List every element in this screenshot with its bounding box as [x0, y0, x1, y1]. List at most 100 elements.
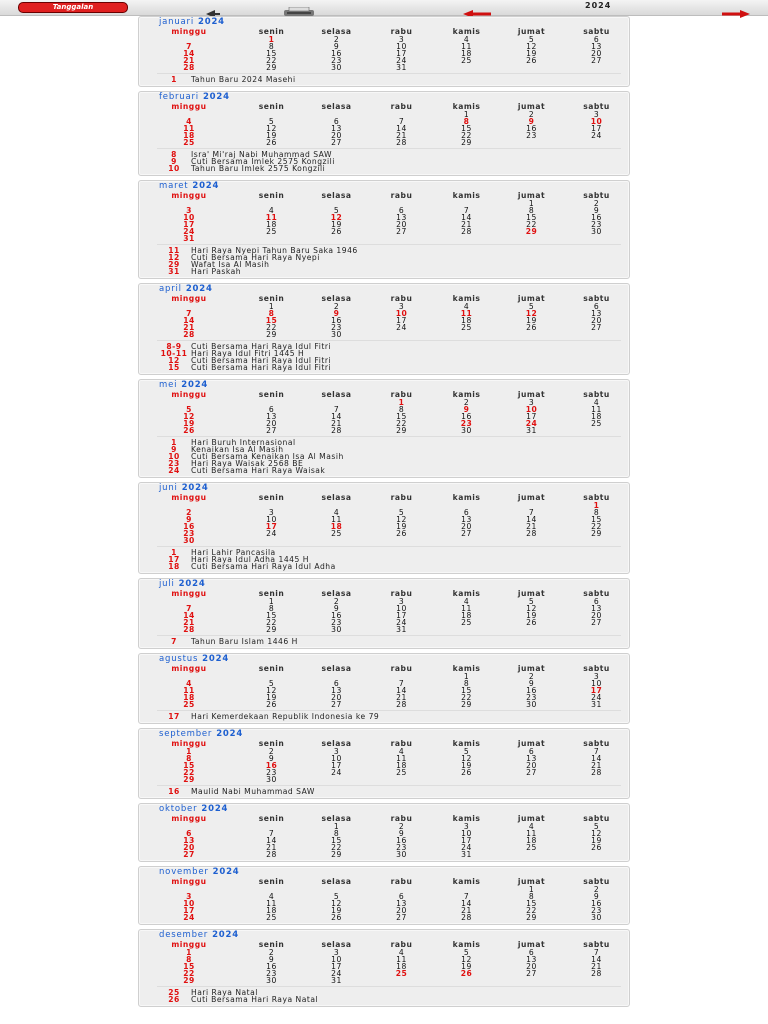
day-cell[interactable]: 15 — [265, 316, 278, 325]
day-cell[interactable]: 21 — [461, 220, 472, 229]
day-cell[interactable]: 16 — [266, 962, 277, 971]
day-cell[interactable]: 28 — [266, 850, 277, 859]
day-cell[interactable]: 17 — [331, 962, 342, 971]
day-cell[interactable]: 23 — [331, 323, 342, 332]
day-cell[interactable]: 10 — [525, 405, 538, 414]
day-cell[interactable]: 17 — [396, 49, 407, 58]
day-cell[interactable]: 14 — [461, 899, 472, 908]
day-cell[interactable]: 23 — [526, 131, 537, 140]
day-cell[interactable]: 1 — [593, 501, 600, 510]
day-cell[interactable]: 19 — [266, 693, 277, 702]
day-cell[interactable]: 28 — [591, 768, 602, 777]
day-cell[interactable]: 1 — [528, 885, 535, 894]
day-cell[interactable]: 4 — [463, 35, 470, 44]
day-cell[interactable]: 30 — [591, 913, 602, 922]
day-cell[interactable]: 25 — [396, 768, 407, 777]
day-cell[interactable]: 18 — [183, 131, 195, 140]
site-logo[interactable]: Tanggalan — [18, 2, 128, 13]
day-cell[interactable]: 25 — [331, 529, 342, 538]
day-cell[interactable]: 23 — [591, 906, 602, 915]
day-cell[interactable]: 14 — [331, 412, 342, 421]
day-cell[interactable]: 22 — [266, 323, 277, 332]
day-cell[interactable]: 11 — [526, 829, 537, 838]
day-cell[interactable]: 17 — [590, 686, 603, 695]
day-cell[interactable]: 10 — [590, 117, 603, 126]
day-cell[interactable]: 21 — [591, 962, 602, 971]
day-cell[interactable]: 27 — [331, 138, 342, 147]
day-cell[interactable]: 3 — [398, 302, 405, 311]
day-cell[interactable]: 16 — [331, 316, 342, 325]
day-cell[interactable]: 29 — [526, 913, 537, 922]
day-cell[interactable]: 29 — [331, 850, 342, 859]
day-cell[interactable]: 2 — [333, 302, 340, 311]
day-cell[interactable]: 14 — [396, 686, 407, 695]
day-cell[interactable]: 7 — [268, 829, 275, 838]
day-cell[interactable]: 28 — [591, 969, 602, 978]
day-cell[interactable]: 19 — [396, 522, 407, 531]
day-cell[interactable]: 25 — [591, 419, 602, 428]
day-cell[interactable]: 17 — [183, 220, 195, 229]
day-cell[interactable]: 10 — [183, 213, 195, 222]
day-cell[interactable]: 28 — [396, 138, 407, 147]
day-cell[interactable]: 8 — [463, 117, 470, 126]
day-cell[interactable]: 6 — [398, 206, 405, 215]
day-cell[interactable]: 26 — [526, 56, 537, 65]
day-cell[interactable]: 26 — [461, 768, 472, 777]
day-cell[interactable]: 28 — [461, 227, 472, 236]
day-cell[interactable]: 6 — [186, 829, 192, 838]
day-cell[interactable]: 7 — [528, 508, 535, 517]
day-cell[interactable]: 8 — [463, 679, 470, 688]
day-cell[interactable]: 10 — [396, 42, 407, 51]
day-cell[interactable]: 9 — [398, 829, 405, 838]
day-cell[interactable]: 15 — [526, 213, 537, 222]
day-cell[interactable]: 9 — [528, 679, 535, 688]
day-cell[interactable]: 14 — [183, 49, 195, 58]
day-cell[interactable]: 15 — [331, 836, 342, 845]
day-cell[interactable]: 12 — [526, 604, 537, 613]
day-cell[interactable]: 24 — [331, 969, 342, 978]
day-cell[interactable]: 22 — [396, 419, 407, 428]
day-cell[interactable]: 2 — [528, 672, 535, 681]
day-cell[interactable]: 13 — [396, 899, 407, 908]
day-cell[interactable]: 7 — [593, 948, 600, 957]
day-cell[interactable]: 8 — [528, 892, 535, 901]
day-cell[interactable]: 29 — [266, 330, 277, 339]
day-cell[interactable]: 20 — [591, 316, 602, 325]
day-cell[interactable]: 18 — [396, 962, 407, 971]
day-cell[interactable]: 31 — [591, 700, 602, 709]
day-cell[interactable]: 15 — [396, 412, 407, 421]
day-cell[interactable]: 28 — [183, 625, 195, 634]
day-cell[interactable]: 19 — [461, 761, 472, 770]
day-cell[interactable]: 8 — [268, 42, 275, 51]
day-cell[interactable]: 1 — [268, 597, 275, 606]
day-cell[interactable]: 12 — [331, 899, 342, 908]
day-cell[interactable]: 15 — [461, 686, 472, 695]
day-cell[interactable]: 26 — [460, 969, 473, 978]
day-cell[interactable]: 27 — [591, 56, 602, 65]
day-cell[interactable]: 29 — [525, 227, 538, 236]
day-cell[interactable]: 12 — [461, 754, 472, 763]
day-cell[interactable]: 4 — [463, 597, 470, 606]
day-cell[interactable]: 24 — [396, 618, 407, 627]
day-cell[interactable]: 4 — [593, 398, 600, 407]
day-cell[interactable]: 22 — [461, 693, 472, 702]
day-cell[interactable]: 31 — [331, 976, 342, 985]
day-cell[interactable]: 21 — [183, 323, 195, 332]
day-cell[interactable]: 19 — [183, 419, 195, 428]
day-cell[interactable]: 1 — [528, 199, 535, 208]
day-cell[interactable]: 31 — [396, 63, 407, 72]
day-cell[interactable]: 24 — [183, 227, 195, 236]
day-cell[interactable]: 16 — [526, 686, 537, 695]
day-cell[interactable]: 3 — [463, 822, 470, 831]
day-cell[interactable]: 8 — [186, 955, 192, 964]
day-cell[interactable]: 11 — [461, 42, 472, 51]
day-cell[interactable]: 13 — [331, 124, 342, 133]
day-cell[interactable]: 1 — [268, 35, 275, 44]
day-cell[interactable]: 17 — [265, 522, 278, 531]
day-cell[interactable]: 16 — [526, 124, 537, 133]
day-cell[interactable]: 7 — [186, 42, 192, 51]
day-cell[interactable]: 26 — [591, 843, 602, 852]
day-cell[interactable]: 30 — [331, 63, 342, 72]
day-cell[interactable]: 15 — [526, 899, 537, 908]
day-cell[interactable]: 11 — [591, 405, 602, 414]
